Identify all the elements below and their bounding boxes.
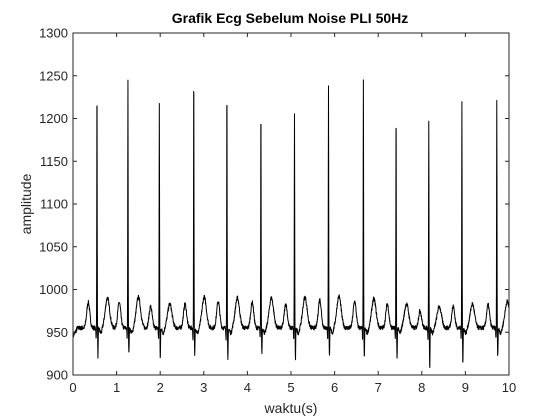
y-tick-label: 950 <box>46 325 68 340</box>
y-tick-label: 1050 <box>39 239 68 254</box>
y-tick-label: 1200 <box>39 111 68 126</box>
y-tick-label: 1000 <box>39 282 68 297</box>
y-tick-label: 900 <box>46 368 68 383</box>
x-tick-label: 3 <box>200 380 207 395</box>
x-axis-ticks: 0 1 2 3 4 5 6 7 8 9 10 <box>69 33 516 395</box>
y-tick-label: 1300 <box>39 26 68 41</box>
y-tick-label: 1150 <box>40 154 68 169</box>
x-tick-label: 5 <box>287 380 294 395</box>
x-tick-label: 7 <box>375 380 382 395</box>
x-tick-label: 9 <box>462 380 469 395</box>
x-tick-label: 0 <box>69 380 76 395</box>
x-tick-label: 2 <box>157 380 164 395</box>
x-tick-label: 6 <box>331 380 338 395</box>
y-tick-label: 1100 <box>40 197 68 212</box>
y-axis-ticks: 900 950 1000 1050 1100 1150 1200 1250 1300 <box>39 26 509 383</box>
chart-title: Grafik Ecg Sebelum Noise PLI 50Hz <box>172 10 409 26</box>
ecg-signal-line <box>72 79 510 369</box>
x-tick-label: 4 <box>244 380 251 395</box>
y-tick-label: 1250 <box>39 68 68 83</box>
x-tick-label: 1 <box>113 380 120 395</box>
x-tick-label: 10 <box>502 380 516 395</box>
x-axis-label: waktu(s) <box>264 400 318 416</box>
y-axis-label: amplitude <box>18 173 34 234</box>
x-tick-label: 8 <box>418 380 425 395</box>
